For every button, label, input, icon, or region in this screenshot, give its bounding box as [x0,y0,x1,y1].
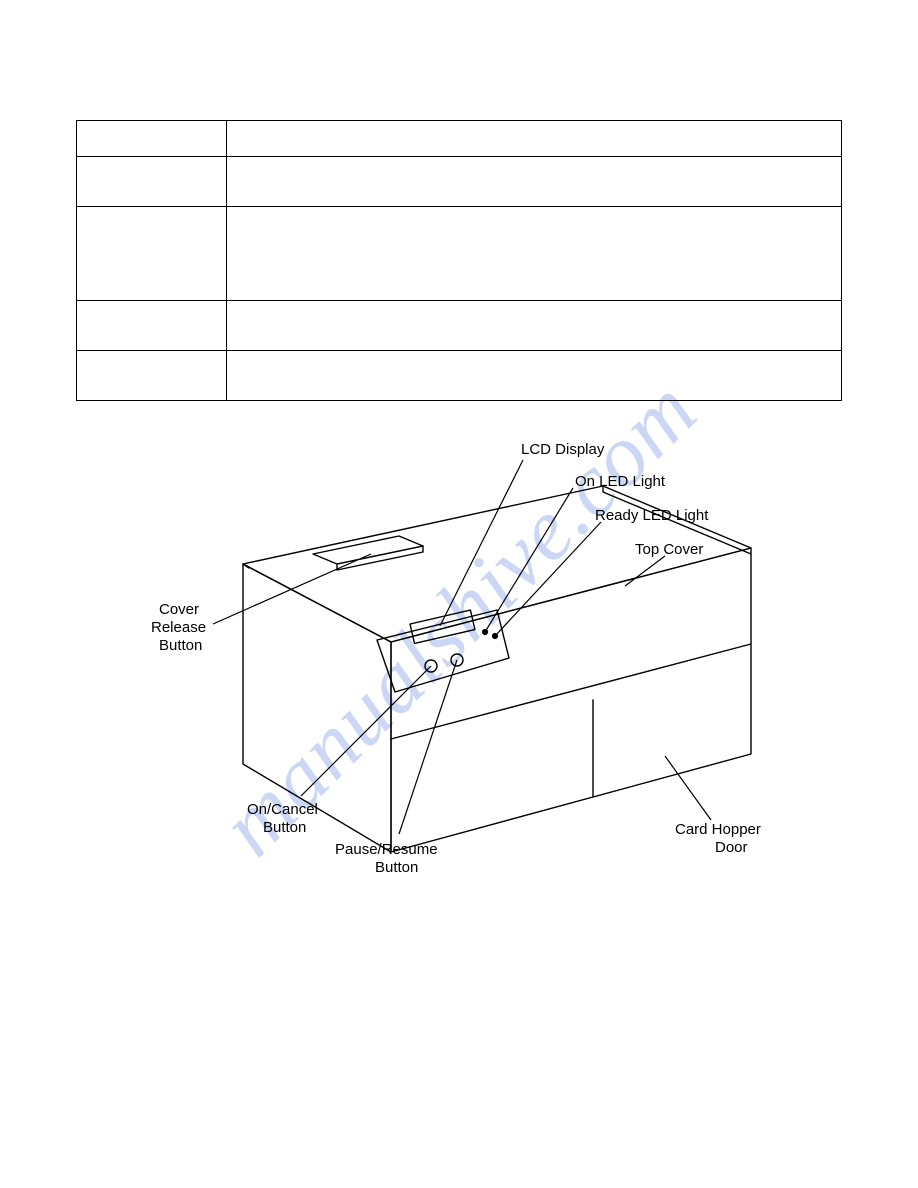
cell-1-2 [227,121,842,157]
table-row [77,207,842,301]
label-cover-release: Cover Release Button [151,601,210,654]
label-pause-resume: Pause/Resume Button [335,841,442,876]
table-row [77,121,842,157]
label-on-cancel: On/Cancel Button [247,801,322,836]
cell-5-1 [77,351,227,401]
table-row [77,157,842,207]
label-top-cover: Top Cover [635,541,703,558]
cell-2-1 [77,157,227,207]
cell-3-1 [77,207,227,301]
diagram-svg: LCD Display On LED Light Ready LED Light… [125,436,805,956]
spec-table [76,120,842,401]
cell-4-1 [77,301,227,351]
cell-3-2 [227,207,842,301]
page-content [76,120,842,401]
table-row [77,351,842,401]
cell-4-2 [227,301,842,351]
label-lcd: LCD Display [521,441,605,458]
label-card-hopper: Card Hopper Door [675,821,765,856]
label-ready-led: Ready LED Light [595,507,709,524]
label-on-led: On LED Light [575,473,666,490]
cell-5-2 [227,351,842,401]
cell-1-1 [77,121,227,157]
table-row [77,301,842,351]
printer-diagram: LCD Display On LED Light Ready LED Light… [125,436,805,936]
cell-2-2 [227,157,842,207]
